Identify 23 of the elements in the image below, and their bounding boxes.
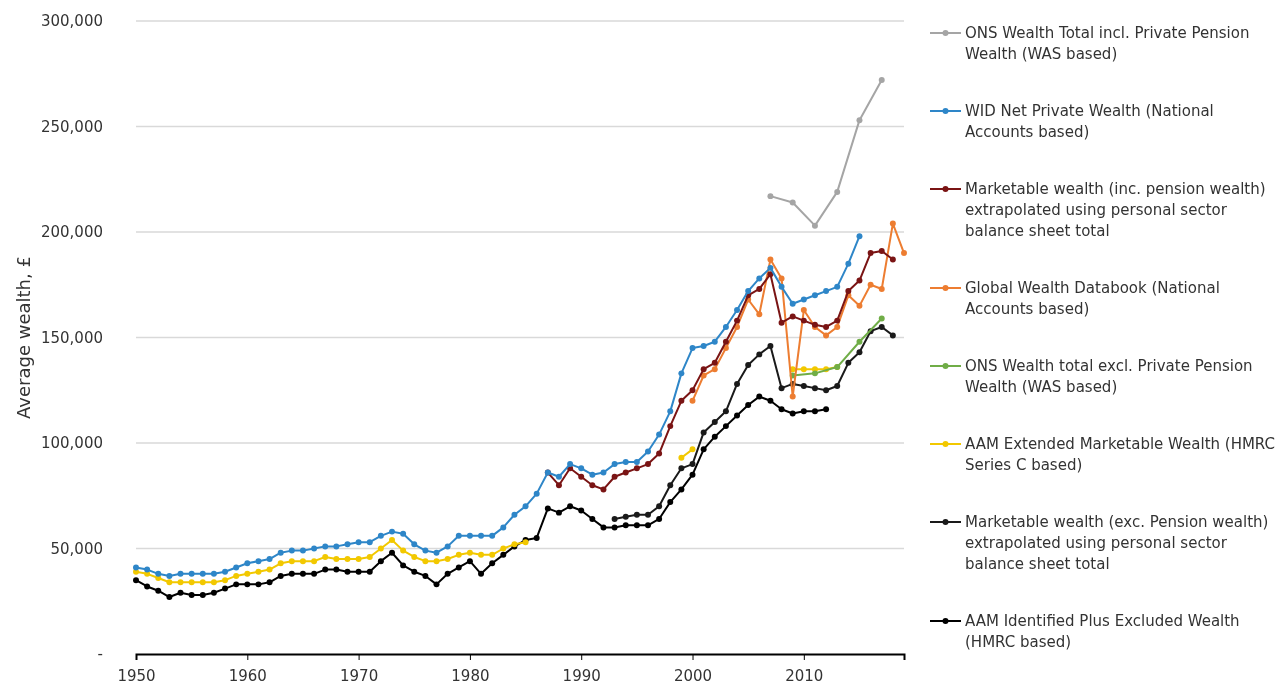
y-tick-label: 150,000 bbox=[40, 328, 103, 347]
legend-label: AAM Identified Plus Excluded Wealth (HMRC based) bbox=[965, 612, 1240, 651]
x-tick-label: 1950 bbox=[117, 666, 156, 685]
y-tick-label: 50,000 bbox=[50, 539, 103, 558]
x-tick-label: 1970 bbox=[340, 666, 379, 685]
y-tick-label: 200,000 bbox=[40, 223, 103, 242]
x-tick-label: 1980 bbox=[451, 666, 490, 685]
y-tick-label: 250,000 bbox=[40, 117, 103, 136]
legend-label: AAM Extended Marketable Wealth (HMRC Series C based) bbox=[965, 435, 1276, 474]
legend-label: Marketable wealth (inc. pension wealth) extrapolated using personal sector balance sheet total bbox=[965, 180, 1266, 240]
legend-label: Global Wealth Databook (National Accounts based) bbox=[965, 279, 1220, 318]
x-tick-label: 2000 bbox=[673, 666, 713, 685]
x-tick-label: 2010 bbox=[785, 666, 824, 685]
x-tick-label: 1960 bbox=[228, 666, 267, 685]
y-tick-label: 100,000 bbox=[40, 434, 103, 453]
x-tick-label: 1990 bbox=[562, 666, 601, 685]
y-tick-label: - bbox=[97, 645, 103, 664]
legend-label: ONS Wealth Total incl. Private Pension Wealth (WAS based) bbox=[965, 24, 1250, 63]
legend-label: Marketable wealth (exc. Pension wealth) extrapolated using personal sector balance sheet total bbox=[965, 513, 1269, 573]
legend-label: WID Net Private Wealth (National Accounts based) bbox=[965, 102, 1214, 141]
y-axis-title: Average wealth, £ bbox=[13, 256, 34, 419]
legend-label: ONS Wealth total excl. Private Pension Wealth (WAS based) bbox=[965, 357, 1253, 396]
y-tick-label: 300,000 bbox=[40, 12, 103, 31]
